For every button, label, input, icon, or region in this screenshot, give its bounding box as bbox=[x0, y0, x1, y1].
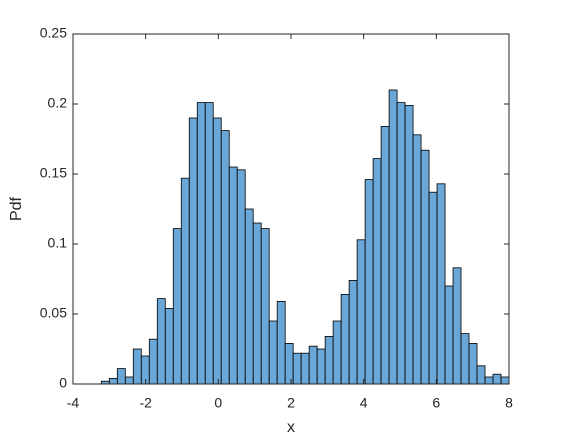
bar bbox=[340, 293, 350, 385]
y-tick-label: 0.1 bbox=[48, 235, 68, 251]
bar bbox=[220, 130, 230, 385]
bar bbox=[252, 222, 262, 385]
bar bbox=[292, 352, 302, 385]
bar bbox=[428, 191, 438, 385]
x-tick-label: -2 bbox=[139, 395, 152, 411]
bar bbox=[284, 342, 294, 385]
bar bbox=[476, 365, 486, 385]
bar bbox=[380, 126, 390, 385]
y-tick-label: 0 bbox=[59, 375, 67, 391]
bar bbox=[444, 285, 454, 385]
bar bbox=[420, 149, 430, 385]
bar bbox=[244, 208, 254, 385]
bar bbox=[492, 373, 502, 385]
bar bbox=[236, 169, 246, 385]
x-tick-label: 8 bbox=[505, 395, 513, 411]
bar bbox=[124, 376, 134, 385]
x-tick-label: 6 bbox=[432, 395, 440, 411]
bar bbox=[172, 228, 182, 385]
bar bbox=[196, 102, 206, 385]
bar bbox=[156, 298, 166, 385]
bar bbox=[396, 102, 406, 385]
bar bbox=[388, 89, 398, 385]
bar bbox=[116, 368, 126, 385]
bar bbox=[484, 376, 494, 385]
y-axis-label: Pdf bbox=[8, 196, 25, 221]
bar bbox=[148, 338, 158, 385]
bar bbox=[164, 307, 174, 385]
bar bbox=[404, 105, 414, 385]
bar bbox=[316, 348, 326, 385]
bar bbox=[348, 279, 358, 385]
bar bbox=[412, 134, 422, 385]
bar bbox=[180, 177, 190, 385]
bar bbox=[212, 117, 222, 385]
x-tick-label: 4 bbox=[360, 395, 368, 411]
bar bbox=[268, 320, 278, 385]
bar bbox=[436, 183, 446, 385]
bar bbox=[132, 348, 142, 385]
bar bbox=[460, 333, 470, 385]
bar bbox=[260, 228, 270, 385]
bar bbox=[364, 179, 374, 385]
y-tick-label: 0.05 bbox=[40, 305, 67, 321]
x-tick-label: 2 bbox=[287, 395, 295, 411]
bar bbox=[188, 117, 198, 385]
y-tick-label: 0.25 bbox=[40, 25, 67, 41]
x-tick-label: 0 bbox=[214, 395, 222, 411]
bar bbox=[300, 352, 310, 385]
bar bbox=[204, 102, 214, 385]
bar bbox=[308, 345, 318, 385]
bar bbox=[228, 166, 238, 385]
bar bbox=[452, 267, 462, 385]
bar bbox=[468, 342, 478, 385]
y-tick-label: 0.2 bbox=[48, 95, 68, 111]
bar bbox=[276, 300, 286, 385]
bar bbox=[108, 377, 118, 385]
bar bbox=[324, 335, 334, 385]
bar bbox=[332, 320, 342, 385]
bar bbox=[372, 158, 382, 385]
bar bbox=[500, 376, 510, 385]
x-axis-label: x bbox=[287, 419, 295, 436]
bar bbox=[356, 239, 366, 385]
y-tick-label: 0.15 bbox=[40, 165, 67, 181]
x-tick-label: -4 bbox=[67, 395, 80, 411]
